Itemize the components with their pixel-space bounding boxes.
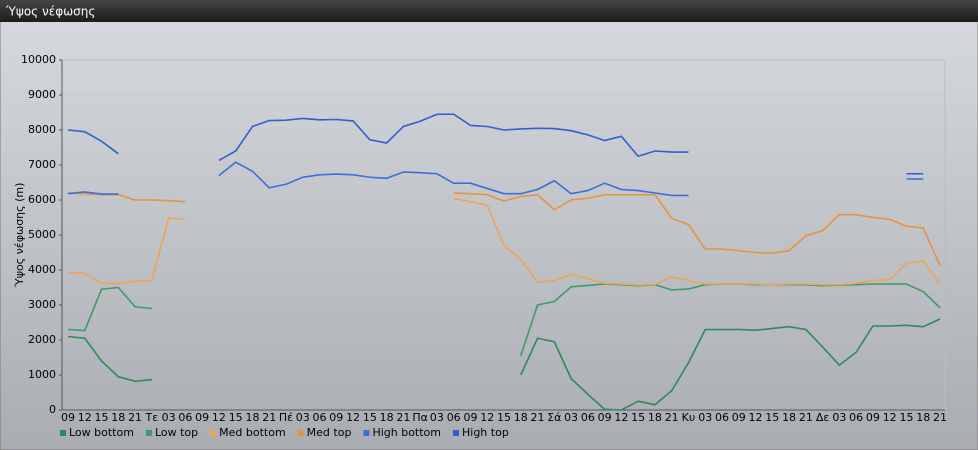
x-tick-label: 12 (614, 411, 628, 424)
x-tick-label: 09 (732, 411, 746, 424)
x-tick-label: 06 (849, 411, 863, 424)
x-tick-label: 12 (883, 411, 897, 424)
series-line (67, 197, 941, 286)
x-tick-label: 21 (933, 411, 947, 424)
x-tick-label: Τε (145, 411, 159, 424)
x-tick-label: 06 (178, 411, 192, 424)
series-line (67, 192, 941, 266)
x-tick-label: 06 (313, 411, 327, 424)
x-tick-label: 18 (111, 411, 125, 424)
x-tick-label: 09 (329, 411, 343, 424)
x-tick-label: 18 (245, 411, 259, 424)
x-tick-label: 21 (396, 411, 410, 424)
legend-label: Med top (307, 426, 352, 439)
x-tick-label: 06 (581, 411, 595, 424)
x-tick-label: 21 (262, 411, 276, 424)
x-tick-label: Κυ (682, 411, 696, 424)
legend-swatch (453, 430, 459, 436)
legend-swatch (297, 430, 304, 436)
x-tick-label: 21 (531, 411, 545, 424)
legend-swatch (60, 430, 66, 436)
x-tick-label: Πέ (279, 411, 293, 424)
x-tick-label: 15 (497, 411, 511, 424)
x-tick-label: 18 (514, 411, 528, 424)
legend-label: Med bottom (219, 426, 286, 439)
x-tick-label: 03 (832, 411, 846, 424)
x-tick-label: 09 (598, 411, 612, 424)
legend-label: Low top (155, 426, 198, 439)
y-tick-label: 3000 (28, 298, 56, 311)
chart-title: Ύψος νέφωσης (5, 5, 95, 19)
legend-label: High top (462, 426, 509, 439)
series-line (67, 113, 924, 175)
legend-swatch (363, 430, 370, 436)
legend-swatch (145, 430, 152, 436)
x-tick-label: 09 (61, 411, 75, 424)
y-tick-label: 8000 (28, 123, 56, 136)
legend-label: High bottom (372, 426, 441, 439)
legend-swatch (210, 430, 217, 436)
y-tick-label: 1000 (28, 368, 56, 381)
y-tick-label: 7000 (28, 158, 56, 171)
x-tick-label: 21 (799, 411, 813, 424)
y-tick-label: 5000 (28, 228, 56, 241)
legend-label: Low bottom (69, 426, 134, 439)
x-tick-label: 06 (715, 411, 729, 424)
x-tick-label: 12 (78, 411, 92, 424)
y-tick-label: 4000 (28, 263, 56, 276)
x-tick-label: 18 (648, 411, 662, 424)
x-tick-label: Δε (816, 411, 830, 424)
series-line (67, 318, 941, 411)
x-tick-label: 15 (229, 411, 243, 424)
x-tick-label: 03 (698, 411, 712, 424)
y-tick-label: 2000 (28, 333, 56, 346)
x-tick-label: Σά (547, 411, 561, 424)
x-tick-label: 09 (866, 411, 880, 424)
y-tick-label: 10000 (21, 53, 56, 66)
y-axis-label: Ύψος νέφωσης (m) (13, 183, 26, 289)
x-tick-label: 18 (916, 411, 930, 424)
x-tick-label: 03 (162, 411, 176, 424)
y-tick-label: 0 (49, 403, 56, 416)
x-tick-label: 21 (128, 411, 142, 424)
x-tick-label: 12 (480, 411, 494, 424)
y-tick-label: 9000 (28, 88, 56, 101)
series-line (67, 161, 924, 197)
x-tick-label: 15 (899, 411, 913, 424)
x-tick-label: 21 (665, 411, 679, 424)
x-tick-label: 12 (212, 411, 226, 424)
x-tick-label: 03 (564, 411, 578, 424)
x-tick-label: 03 (430, 411, 444, 424)
x-tick-label: 03 (296, 411, 310, 424)
y-tick-label: 6000 (28, 193, 56, 206)
x-tick-label: 15 (631, 411, 645, 424)
x-tick-label: 09 (463, 411, 477, 424)
x-tick-label: 15 (765, 411, 779, 424)
x-tick-label: 15 (95, 411, 109, 424)
x-tick-label: 12 (749, 411, 763, 424)
x-tick-label: 06 (447, 411, 461, 424)
x-tick-label: 15 (363, 411, 377, 424)
x-tick-label: 18 (782, 411, 796, 424)
x-tick-label: 18 (380, 411, 394, 424)
x-tick-label: 12 (346, 411, 360, 424)
x-tick-label: Πα (412, 411, 428, 424)
title-bar (0, 0, 978, 22)
x-tick-label: 09 (195, 411, 209, 424)
